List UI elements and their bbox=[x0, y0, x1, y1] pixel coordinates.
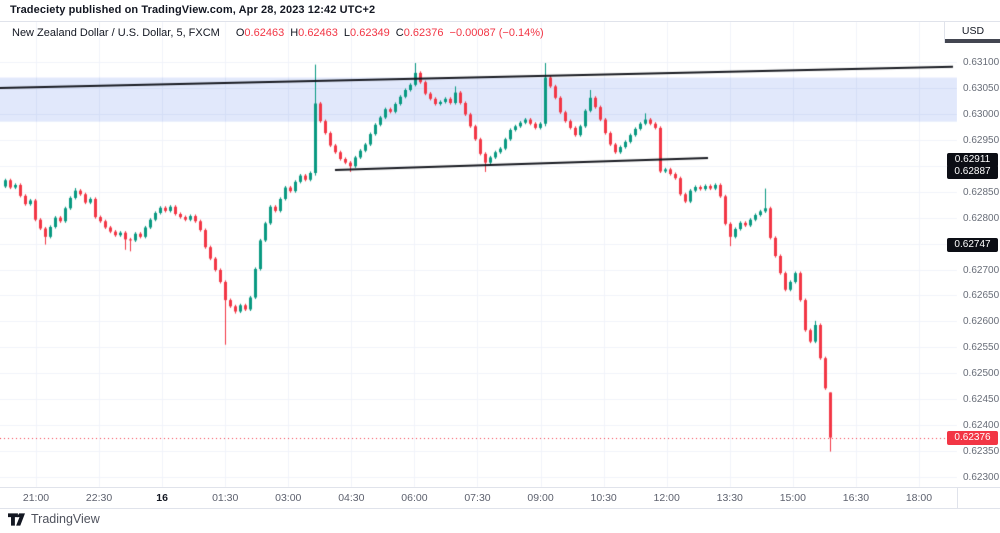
open-label: O bbox=[235, 27, 245, 39]
time-tick-label: 03:00 bbox=[275, 492, 302, 504]
close-label: C bbox=[395, 27, 404, 39]
price-tick-label: 0.63100 bbox=[963, 57, 1000, 68]
time-tick-label: 16:30 bbox=[842, 492, 870, 504]
tradingview-brand-text: TradingView bbox=[31, 512, 100, 526]
price-tick-label: 0.62650 bbox=[963, 290, 1000, 302]
time-tick-label: 21:00 bbox=[22, 492, 50, 504]
price-tick-label: 0.62950 bbox=[963, 134, 1000, 146]
currency-label: USD bbox=[961, 24, 985, 37]
price-tick-label: 0.62450 bbox=[963, 394, 1000, 406]
high-value: 0.62463 bbox=[298, 27, 338, 39]
price-tick-label: 0.62800 bbox=[963, 212, 1000, 224]
time-tick-label: 18:00 bbox=[905, 492, 933, 504]
price-tick-label: 0.63000 bbox=[963, 108, 1000, 120]
title-separator bbox=[0, 21, 1000, 22]
time-tick-label: 07:30 bbox=[464, 492, 491, 504]
trendline-price-badge-high: 0.62911 bbox=[947, 153, 998, 168]
time-tick-label: 01:30 bbox=[212, 492, 239, 504]
open-value: 0.62463 bbox=[244, 27, 285, 39]
tradingview-logo[interactable] bbox=[8, 512, 25, 526]
price-tick-label: 0.63050 bbox=[963, 82, 1000, 94]
time-tick-label: 16 bbox=[156, 492, 168, 504]
close-value: 0.62376 bbox=[403, 27, 444, 39]
price-axis[interactable]: 0.63100 0.63050 0.63000 0.62950 0.62850 0.628… bbox=[947, 22, 1000, 487]
price-tick-label: 0.62600 bbox=[963, 316, 1000, 328]
level-price-badge: 0.62747 bbox=[947, 238, 998, 253]
price-tick-label: 0.62350 bbox=[963, 446, 1000, 458]
high-label: H bbox=[290, 27, 299, 39]
price-scale-underline bbox=[945, 39, 1000, 43]
price-scale-header: USD bbox=[944, 22, 1000, 43]
change-value: −0.00087 (−0.14%) bbox=[449, 27, 544, 39]
price-tick-label: 0.62550 bbox=[963, 342, 1000, 354]
time-tick-label: 12:00 bbox=[653, 492, 680, 504]
time-tick-label: 22:30 bbox=[85, 492, 113, 504]
low-value: 0.62349 bbox=[350, 27, 390, 39]
price-tick-label: 0.62700 bbox=[963, 264, 1000, 276]
time-axis[interactable]: 21:00 22:30 16 01:30 03:00 04:30 06:00 07:30 09:… bbox=[0, 488, 957, 508]
trendline-price-badge-low: 0.62887 bbox=[947, 165, 998, 180]
footer: TradingView bbox=[8, 512, 100, 526]
time-tick-label: 06:00 bbox=[401, 492, 428, 504]
low-label: L bbox=[343, 27, 351, 39]
time-tick-label: 09:00 bbox=[527, 492, 554, 504]
publication-title: Tradeciety published on TradingView.com,… bbox=[10, 4, 376, 16]
symbol-name: New Zealand Dollar / U.S. Dollar, 5, FXC… bbox=[12, 27, 220, 39]
time-tick-label: 04:30 bbox=[338, 492, 365, 504]
footer-separator bbox=[0, 508, 1000, 509]
time-tick-label: 13:30 bbox=[716, 492, 743, 504]
price-tick-label: 0.62500 bbox=[963, 368, 1000, 380]
price-tick-label: 0.62300 bbox=[963, 472, 1000, 483]
time-tick-label: 10:30 bbox=[590, 492, 617, 504]
symbol-info-row: New Zealand Dollar / U.S. Dollar, 5, FXC… bbox=[12, 27, 544, 39]
price-tick-label: 0.62850 bbox=[963, 186, 1000, 198]
current-price-badge: 0.62376 bbox=[947, 430, 998, 445]
publication-title-bar: Tradeciety published on TradingView.com,… bbox=[0, 0, 1000, 21]
time-tick-label: 15:00 bbox=[779, 492, 806, 504]
time-axis-separator bbox=[0, 487, 1000, 488]
price-tick-label: 0.62400 bbox=[963, 420, 1000, 432]
